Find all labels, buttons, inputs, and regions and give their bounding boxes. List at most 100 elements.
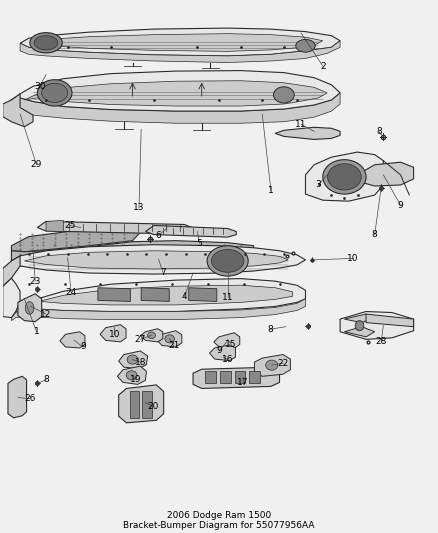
Text: 17: 17 bbox=[237, 378, 248, 387]
Ellipse shape bbox=[273, 87, 294, 103]
Ellipse shape bbox=[148, 332, 155, 338]
Polygon shape bbox=[142, 391, 152, 418]
Polygon shape bbox=[25, 80, 327, 106]
Polygon shape bbox=[3, 278, 20, 318]
Ellipse shape bbox=[328, 164, 361, 190]
Text: 26: 26 bbox=[24, 394, 35, 403]
Text: 3: 3 bbox=[316, 181, 321, 190]
Polygon shape bbox=[156, 331, 182, 347]
Text: 28: 28 bbox=[375, 337, 387, 346]
Polygon shape bbox=[3, 94, 33, 127]
Text: 5: 5 bbox=[197, 239, 202, 248]
Polygon shape bbox=[249, 372, 260, 383]
Ellipse shape bbox=[212, 249, 244, 272]
Text: 27: 27 bbox=[134, 335, 146, 344]
Ellipse shape bbox=[30, 33, 62, 53]
Text: 8: 8 bbox=[376, 127, 382, 136]
Text: 7: 7 bbox=[160, 268, 166, 277]
Polygon shape bbox=[130, 391, 139, 418]
Polygon shape bbox=[11, 93, 340, 123]
Polygon shape bbox=[205, 372, 216, 383]
Polygon shape bbox=[11, 70, 340, 111]
Text: 18: 18 bbox=[135, 358, 147, 367]
Ellipse shape bbox=[207, 246, 248, 276]
Polygon shape bbox=[119, 385, 164, 423]
Text: 10: 10 bbox=[109, 330, 120, 339]
Polygon shape bbox=[344, 314, 374, 322]
Polygon shape bbox=[11, 245, 305, 274]
Text: 12: 12 bbox=[40, 310, 52, 319]
Polygon shape bbox=[189, 288, 217, 301]
Text: 30: 30 bbox=[34, 82, 45, 91]
Text: 16: 16 bbox=[222, 355, 233, 364]
Text: 6: 6 bbox=[155, 231, 161, 240]
Ellipse shape bbox=[37, 80, 72, 106]
Text: 19: 19 bbox=[130, 375, 142, 384]
Polygon shape bbox=[220, 372, 231, 383]
Polygon shape bbox=[193, 367, 279, 389]
Text: 8: 8 bbox=[43, 375, 49, 384]
Ellipse shape bbox=[266, 360, 278, 370]
Text: 11: 11 bbox=[222, 293, 233, 302]
Text: 21: 21 bbox=[168, 342, 179, 350]
Text: 25: 25 bbox=[64, 221, 75, 230]
Polygon shape bbox=[8, 376, 27, 418]
Polygon shape bbox=[20, 41, 340, 62]
Polygon shape bbox=[11, 279, 305, 317]
Ellipse shape bbox=[42, 83, 67, 102]
Polygon shape bbox=[20, 285, 293, 309]
Polygon shape bbox=[340, 311, 413, 340]
Text: 13: 13 bbox=[133, 203, 145, 212]
Text: 22: 22 bbox=[277, 359, 289, 368]
Text: 20: 20 bbox=[148, 402, 159, 411]
Text: 8: 8 bbox=[372, 230, 378, 239]
Polygon shape bbox=[25, 251, 288, 269]
Polygon shape bbox=[145, 225, 236, 237]
Polygon shape bbox=[11, 299, 305, 321]
Ellipse shape bbox=[25, 302, 34, 314]
Polygon shape bbox=[3, 256, 20, 286]
Polygon shape bbox=[140, 329, 163, 342]
Text: 11: 11 bbox=[295, 120, 307, 129]
Text: 15: 15 bbox=[226, 340, 237, 349]
Polygon shape bbox=[305, 152, 383, 201]
Polygon shape bbox=[100, 325, 126, 342]
Polygon shape bbox=[209, 345, 236, 361]
Polygon shape bbox=[117, 366, 146, 384]
Ellipse shape bbox=[165, 335, 174, 343]
Ellipse shape bbox=[355, 321, 364, 331]
Text: 2: 2 bbox=[320, 61, 325, 70]
Polygon shape bbox=[60, 332, 85, 348]
Ellipse shape bbox=[323, 160, 366, 194]
Text: 10: 10 bbox=[347, 254, 359, 263]
Polygon shape bbox=[141, 288, 169, 301]
Ellipse shape bbox=[127, 355, 138, 364]
Polygon shape bbox=[214, 333, 240, 349]
Text: 9: 9 bbox=[398, 201, 403, 209]
Text: 24: 24 bbox=[65, 288, 77, 297]
Text: 23: 23 bbox=[29, 277, 41, 286]
Polygon shape bbox=[37, 221, 193, 234]
Polygon shape bbox=[275, 127, 340, 140]
Text: 1: 1 bbox=[268, 185, 274, 195]
Text: 2006 Dodge Ram 1500
Bracket-Bumper Diagram for 55077956AA: 2006 Dodge Ram 1500 Bracket-Bumper Diagr… bbox=[123, 511, 315, 530]
Ellipse shape bbox=[126, 371, 137, 380]
Polygon shape bbox=[46, 221, 64, 231]
Polygon shape bbox=[20, 28, 340, 56]
Polygon shape bbox=[18, 294, 42, 321]
Text: 9: 9 bbox=[80, 342, 86, 351]
Polygon shape bbox=[98, 288, 131, 301]
Text: 29: 29 bbox=[31, 160, 42, 169]
Polygon shape bbox=[254, 354, 290, 376]
Text: 4: 4 bbox=[182, 292, 187, 301]
Polygon shape bbox=[11, 241, 254, 266]
Polygon shape bbox=[235, 372, 245, 383]
Polygon shape bbox=[37, 34, 323, 51]
Text: 1: 1 bbox=[34, 327, 39, 336]
Text: 9: 9 bbox=[216, 346, 222, 356]
Polygon shape bbox=[362, 162, 413, 186]
Polygon shape bbox=[366, 314, 413, 327]
Ellipse shape bbox=[296, 39, 315, 52]
Polygon shape bbox=[344, 327, 374, 337]
Ellipse shape bbox=[34, 36, 58, 50]
